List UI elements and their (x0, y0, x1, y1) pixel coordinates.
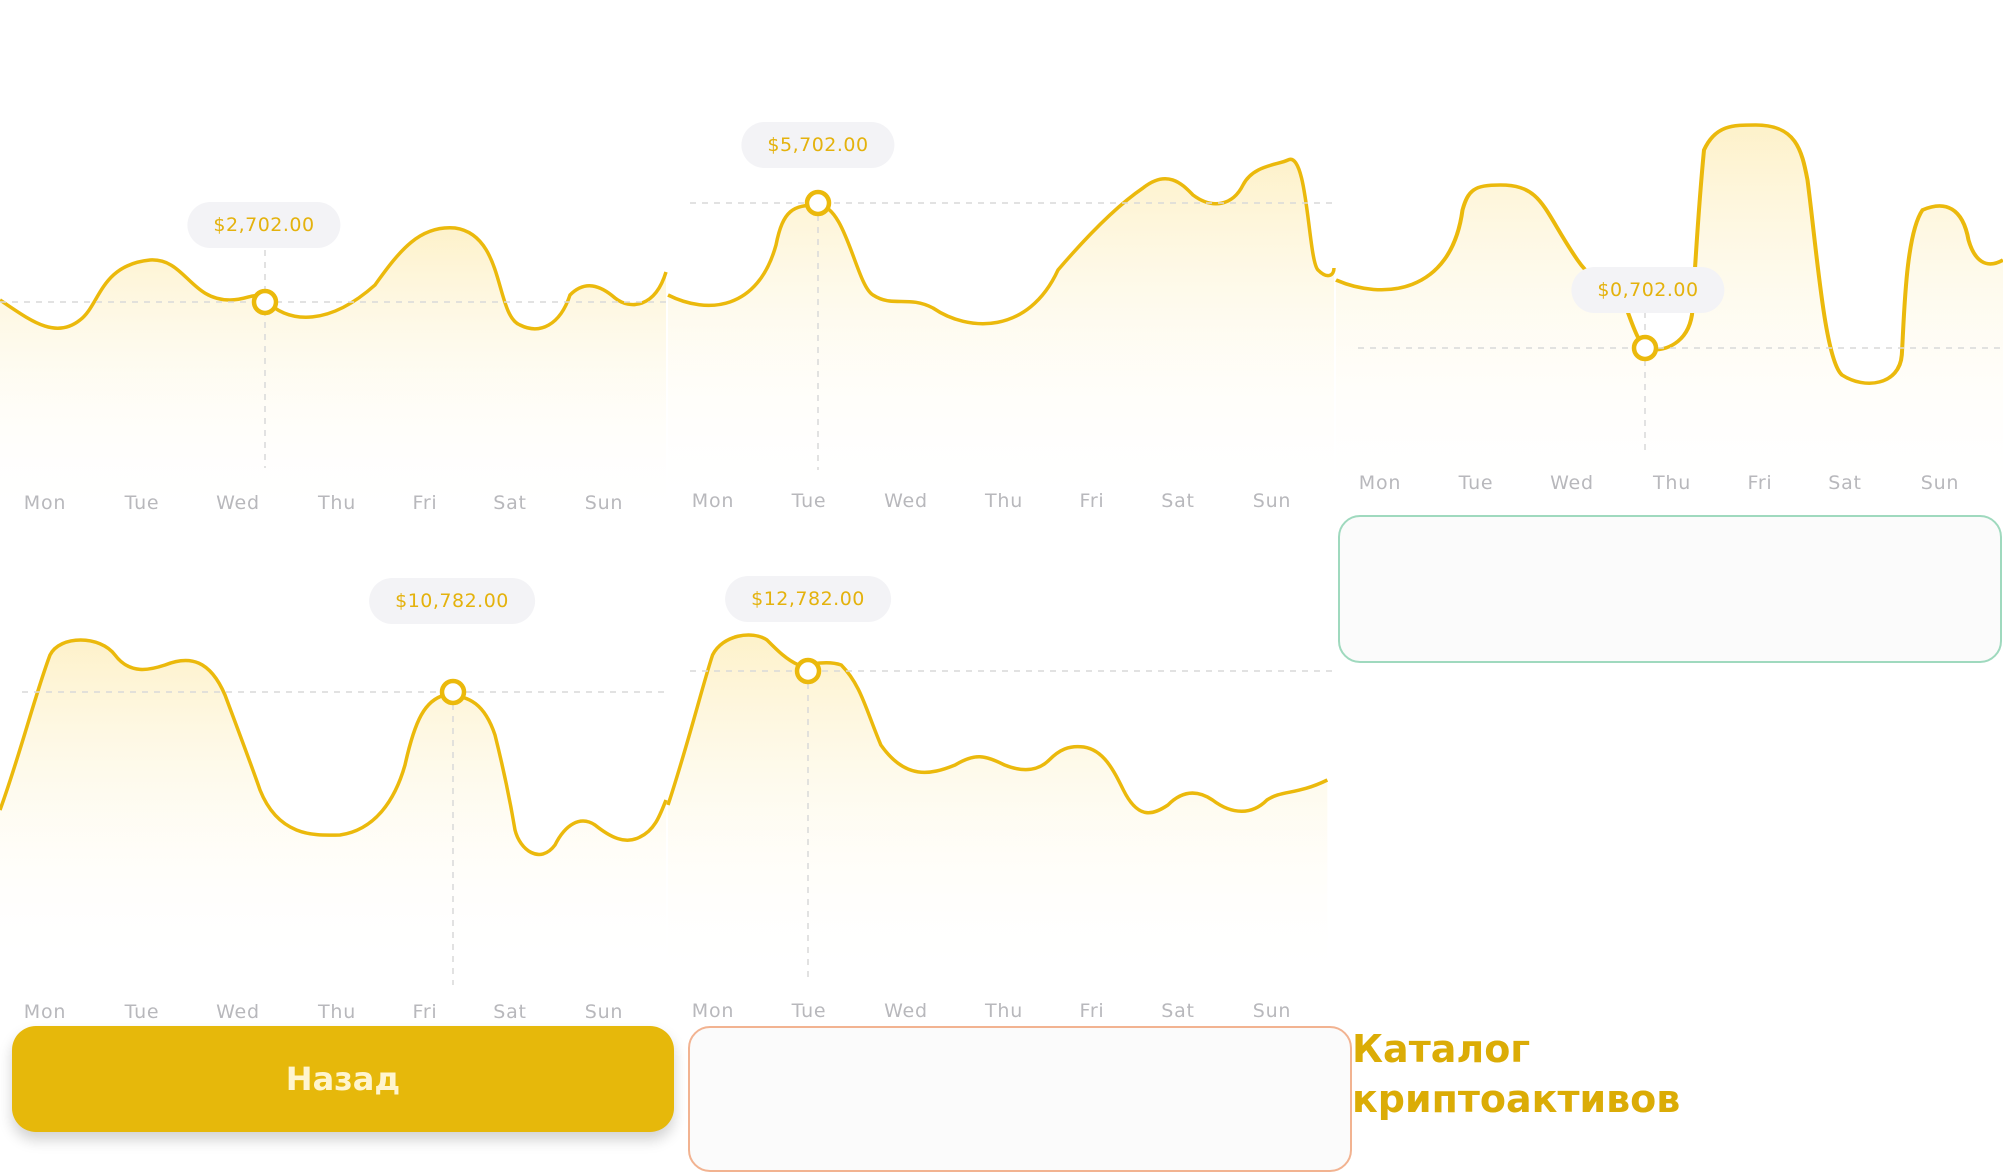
day-label: Thu (317, 492, 357, 514)
chart-line (667, 157, 1336, 326)
day-label: Sat (1161, 1000, 1195, 1022)
chart-line (1335, 123, 2003, 385)
price-tooltip: $5,702.00 (741, 122, 895, 168)
empty-card (688, 1026, 1352, 1172)
day-label: Sun (1920, 472, 1960, 494)
day-label: Wed (216, 492, 260, 514)
day-label: Sat (1161, 490, 1195, 512)
price-tooltip: $0,702.00 (1571, 267, 1725, 313)
day-label: Tue (124, 492, 160, 514)
day-label: Mon (23, 1001, 67, 1023)
day-label: Sun (584, 1001, 624, 1023)
day-label: Sun (584, 492, 624, 514)
catalog-title: Каталог криптоактивов (1352, 1024, 1752, 1124)
price-tooltip: $2,702.00 (187, 202, 341, 248)
chart-area-fill (1336, 125, 2003, 510)
day-label: Fri (1747, 472, 1773, 494)
day-label: Sat (493, 1001, 527, 1023)
selected-point-marker[interactable] (794, 657, 822, 685)
day-label: Tue (1458, 472, 1494, 494)
back-button[interactable]: Назад (12, 1026, 674, 1132)
day-label: Mon (691, 490, 735, 512)
catalog-title-line: Каталог (1352, 1027, 1531, 1071)
chart-line (0, 226, 668, 331)
chart-line (0, 638, 668, 857)
day-label: Tue (791, 490, 827, 512)
price-tooltip: $12,782.00 (725, 576, 891, 622)
chart-graph (1335, 123, 2003, 510)
selected-point-marker[interactable] (804, 189, 832, 217)
price-chart: $0,702.00 Mon Tue Wed Thu Fri Sat Sun (1335, 110, 2003, 510)
empty-card (1338, 515, 2002, 663)
day-label: Tue (124, 1001, 160, 1023)
day-label: Mon (23, 492, 67, 514)
day-label: Fri (1079, 490, 1105, 512)
selected-point-marker[interactable] (439, 678, 467, 706)
day-label: Sat (1828, 472, 1862, 494)
day-label: Wed (884, 1000, 928, 1022)
day-label: Mon (1358, 472, 1402, 494)
catalog-title-line: криптоактивов (1352, 1077, 1681, 1121)
price-chart: $10,782.00 Mon Tue Wed Thu Fri Sat Sun (0, 575, 668, 1025)
day-label: Wed (1550, 472, 1594, 494)
day-label: Thu (1652, 472, 1692, 494)
day-label: Thu (317, 1001, 357, 1023)
day-label: Fri (412, 492, 438, 514)
chart-graph (0, 638, 668, 985)
chart-area-fill (668, 635, 1328, 985)
chart-area-fill (668, 159, 1334, 510)
chart-area-fill (0, 640, 666, 975)
selected-point-marker[interactable] (1631, 334, 1659, 362)
day-label: Sun (1252, 490, 1292, 512)
selected-point-marker[interactable] (251, 288, 279, 316)
price-chart: $12,782.00 Mon Tue Wed Thu Fri Sat Sun (666, 575, 1334, 1025)
price-chart: $5,702.00 Mon Tue Wed Thu Fri Sat Sun (667, 110, 1336, 520)
day-label: Fri (1079, 1000, 1105, 1022)
day-label: Wed (216, 1001, 260, 1023)
price-chart: $2,702.00 Mon Tue Wed Thu Fri Sat Sun (0, 190, 668, 520)
day-label: Sun (1252, 1000, 1292, 1022)
day-label: Tue (791, 1000, 827, 1022)
day-label: Mon (691, 1000, 735, 1022)
price-tooltip: $10,782.00 (369, 578, 535, 624)
day-label: Fri (412, 1001, 438, 1023)
chart-line (666, 633, 1329, 815)
day-label: Thu (984, 1000, 1024, 1022)
day-label: Sat (493, 492, 527, 514)
chart-graph (667, 157, 1336, 510)
chart-graph (0, 226, 668, 520)
day-label: Thu (984, 490, 1024, 512)
day-label: Wed (884, 490, 928, 512)
chart-area-fill (0, 227, 666, 520)
chart-graph (666, 633, 1334, 985)
